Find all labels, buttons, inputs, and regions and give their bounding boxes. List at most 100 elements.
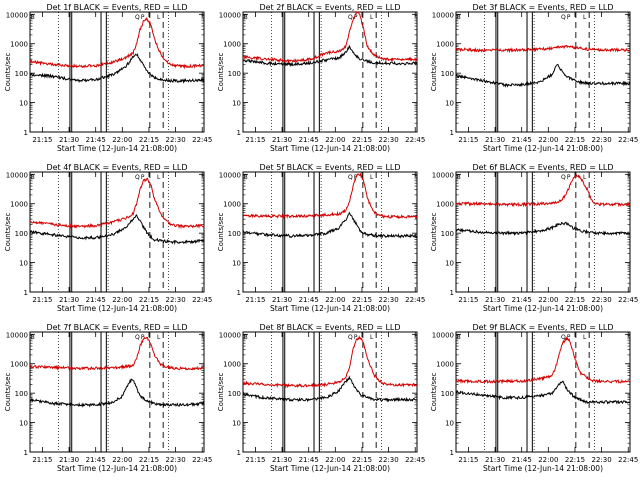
plot-frame <box>242 171 418 293</box>
x-tick-label: 21:15 <box>458 456 478 464</box>
panel-title: Det 7f BLACK = Events, RED = LLD <box>46 323 187 332</box>
x-tick-label: 22:45 <box>405 456 425 464</box>
x-tick-label: 22:30 <box>591 296 611 304</box>
y-axis-label: Counts/sec <box>4 373 12 412</box>
y-tick-label: 10000 <box>432 331 454 339</box>
events-series-line <box>455 380 631 405</box>
marker-label: L <box>157 14 161 21</box>
marker-label: L <box>583 14 587 21</box>
x-tick-label: 22:30 <box>591 136 611 144</box>
y-tick-label: 10000 <box>6 171 28 179</box>
x-tick-label: 21:45 <box>299 136 319 144</box>
marker-label: P <box>141 334 145 341</box>
x-tick-label: 21:30 <box>59 136 79 144</box>
x-tick-label: 22:30 <box>165 296 185 304</box>
y-tick-label: 100 <box>15 390 28 398</box>
x-tick-label: 22:00 <box>112 296 132 304</box>
y-tick-label: 1000 <box>223 201 241 209</box>
x-tick-label: 21:15 <box>245 296 265 304</box>
y-tick-label: 1 <box>24 129 28 137</box>
panel-7: Det 7f BLACK = Events, RED = LLD 1 10 100 10… <box>4 323 212 473</box>
y-tick-label: 100 <box>441 70 454 78</box>
marker-label: Q <box>135 174 140 181</box>
plot-frame <box>242 331 418 453</box>
y-tick-label: 1 <box>237 289 241 297</box>
y-axis-label: Counts/sec <box>217 213 225 252</box>
x-tick-label: 22:45 <box>405 136 425 144</box>
plot-frame <box>29 331 205 453</box>
x-tick-label: 22:15 <box>352 136 372 144</box>
marker-label: Q <box>561 174 566 181</box>
plot-frame <box>242 11 418 133</box>
panel-3: Det 3f BLACK = Events, RED = LLD 1 10 100 10… <box>430 3 638 153</box>
panel-2: Det 2f BLACK = Events, RED = LLD 1 10 100 10… <box>217 3 425 153</box>
panel-title: Det 1f BLACK = Events, RED = LLD <box>46 3 187 12</box>
y-tick-label: 1 <box>450 289 454 297</box>
marker-label: P <box>567 334 571 341</box>
marker-label: P <box>354 334 358 341</box>
y-tick-label: 1 <box>24 289 28 297</box>
marker-label: B <box>244 14 248 21</box>
lld-series-line <box>29 16 205 70</box>
lld-series-line <box>242 172 418 220</box>
events-series-line <box>29 378 205 408</box>
y-tick-label: 100 <box>15 70 28 78</box>
x-tick-label: 22:15 <box>139 456 159 464</box>
y-tick-label: 1000 <box>436 361 454 369</box>
panel-title: Det 6f BLACK = Events, RED = LLD <box>472 163 613 172</box>
y-tick-label: 10000 <box>6 331 28 339</box>
x-tick-label: 22:45 <box>192 296 212 304</box>
events-series-line <box>242 375 418 403</box>
x-tick-label: 21:45 <box>86 136 106 144</box>
marker-label: L <box>370 14 374 21</box>
y-tick-label: 1 <box>237 129 241 137</box>
y-tick-label: 10000 <box>219 11 241 19</box>
x-tick-label: 22:30 <box>378 136 398 144</box>
x-tick-label: 22:30 <box>378 456 398 464</box>
y-tick-label: 10 <box>19 420 28 428</box>
x-tick-label: 22:15 <box>139 136 159 144</box>
marker-label: Q <box>561 14 566 21</box>
marker-label: P <box>567 14 571 21</box>
x-tick-label: 21:45 <box>512 136 532 144</box>
marker-label: L <box>583 174 587 181</box>
marker-label: Q <box>348 174 353 181</box>
x-tick-label: 22:00 <box>538 456 558 464</box>
x-axis-label: Start Time (12-Jun-14 21:08:00) <box>270 304 390 313</box>
y-axis-label: Counts/sec <box>4 53 12 92</box>
plot-frame <box>455 171 631 293</box>
x-tick-label: 21:30 <box>272 296 292 304</box>
plot-frame <box>455 331 631 453</box>
marker-label: P <box>354 14 358 21</box>
x-tick-label: 21:15 <box>32 136 52 144</box>
x-tick-label: 21:45 <box>86 456 106 464</box>
marker-label: Q <box>348 14 353 21</box>
x-tick-label: 22:15 <box>565 296 585 304</box>
y-tick-label: 10 <box>445 100 454 108</box>
x-tick-label: 21:30 <box>485 136 505 144</box>
y-tick-label: 10 <box>232 420 241 428</box>
y-tick-label: 1000 <box>223 361 241 369</box>
y-tick-label: 10000 <box>6 11 28 19</box>
x-tick-label: 21:45 <box>299 296 319 304</box>
marker-label: B <box>31 334 35 341</box>
x-tick-label: 22:15 <box>352 296 372 304</box>
events-series-line <box>30 214 205 246</box>
plot-frame <box>29 11 205 133</box>
x-tick-label: 22:15 <box>352 456 372 464</box>
x-tick-label: 22:15 <box>139 296 159 304</box>
marker-label: Q <box>135 14 140 21</box>
panel-9: Det 9f BLACK = Events, RED = LLD 1 10 100 10… <box>430 323 638 473</box>
y-tick-label: 100 <box>228 70 241 78</box>
y-axis-label: Counts/sec <box>430 213 438 252</box>
x-tick-label: 22:00 <box>325 296 345 304</box>
y-axis-label: Counts/sec <box>430 53 438 92</box>
lld-series-line <box>242 335 418 389</box>
y-tick-label: 10 <box>232 100 241 108</box>
marker-label: B <box>457 14 461 21</box>
y-tick-label: 1 <box>450 129 454 137</box>
y-tick-label: 10000 <box>432 11 454 19</box>
marker-label: L <box>583 334 587 341</box>
x-tick-label: 22:00 <box>325 456 345 464</box>
x-axis-label: Start Time (12-Jun-14 21:08:00) <box>57 464 177 473</box>
